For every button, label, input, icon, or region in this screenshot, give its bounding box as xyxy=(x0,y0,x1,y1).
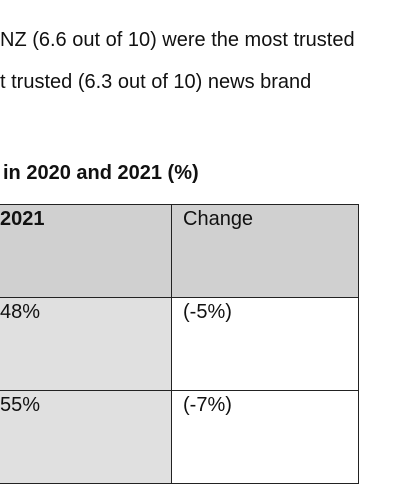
header-text: Change xyxy=(183,208,254,230)
cell-text: 55% xyxy=(0,394,41,416)
header-cell xyxy=(171,204,359,298)
cell-text: (-5%) xyxy=(183,301,232,323)
paragraph-line: NZ (6.6 out of 10) were the most trusted xyxy=(0,29,355,51)
cell-text: 48% xyxy=(0,301,41,323)
table-title: in 2020 and 2021 (%) xyxy=(3,162,199,184)
cell-text: (-7%) xyxy=(183,394,232,416)
body-cell xyxy=(0,297,172,391)
header-text: 2021 xyxy=(0,208,45,230)
body-cell xyxy=(171,297,359,391)
document-page: NZ (6.6 out of 10) were the most trusted… xyxy=(0,29,359,484)
paragraph-line: t trusted (6.3 out of 10) news brand xyxy=(0,71,312,93)
header-cell xyxy=(0,204,172,298)
